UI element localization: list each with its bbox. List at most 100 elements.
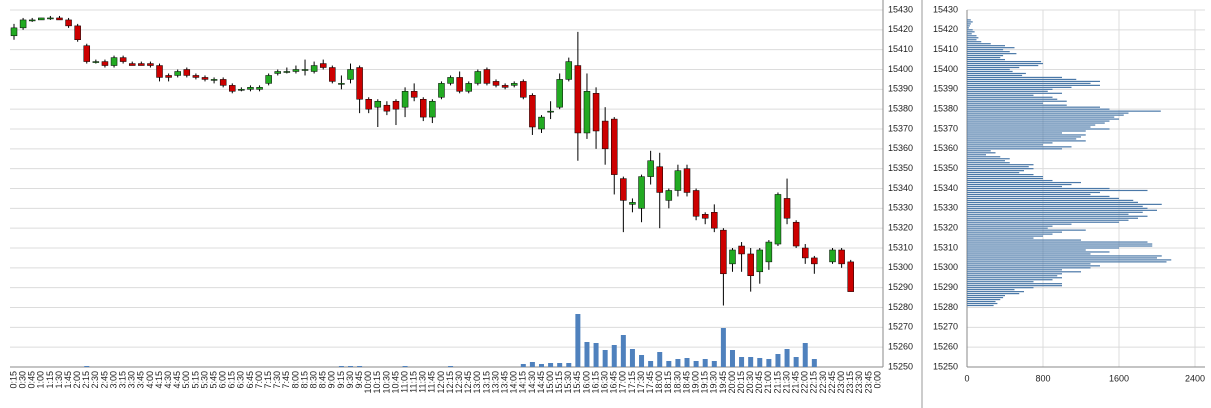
x-tick-label: 19:15 <box>700 371 710 394</box>
x-tick-label: 2:45 <box>99 371 109 389</box>
candle-body <box>229 85 236 92</box>
candle-body <box>756 249 764 273</box>
y-tick-label: 15380 <box>933 104 958 114</box>
profile-bar <box>967 287 1034 289</box>
profile-bar <box>967 94 1034 96</box>
profile-bar <box>967 162 1010 164</box>
candle-body <box>701 214 709 219</box>
profile-bar <box>967 118 1119 120</box>
candle-body <box>538 116 545 130</box>
x-tick-label: 11:15 <box>409 371 419 393</box>
x-tick-label: 5:30 <box>199 371 209 389</box>
y-tick-label: 15370 <box>933 123 958 133</box>
profile-bar <box>967 283 1062 285</box>
x-tick-label: 2:30 <box>90 371 100 389</box>
profile-bar <box>967 156 1001 158</box>
volume-bar <box>657 352 663 367</box>
profile-bar <box>967 29 973 31</box>
volume-bar <box>529 362 535 367</box>
profile-bar <box>967 21 973 23</box>
profile-bar <box>967 191 1100 194</box>
candle-body <box>319 63 327 68</box>
y-tick-label: 15300 <box>888 262 913 272</box>
y-tick-label: 15280 <box>888 302 913 312</box>
x-tick-label: 16:00 <box>581 371 591 394</box>
x-tick-label: 2:00 <box>72 371 82 389</box>
candle-body <box>301 69 309 71</box>
candle-body <box>792 221 800 247</box>
x-tick-label: 18:30 <box>672 371 682 394</box>
candle-body <box>520 81 527 98</box>
x-tick-label: 10:45 <box>390 371 400 394</box>
profile-bar <box>967 300 996 303</box>
x-tick-label: 16:15 <box>590 371 600 394</box>
volume-bar <box>666 361 672 367</box>
candle-body <box>811 257 818 265</box>
candle-body <box>247 87 254 90</box>
profile-bar <box>967 51 1010 53</box>
volume-bar <box>784 349 790 367</box>
volume-bar <box>648 361 654 367</box>
profile-bar <box>967 247 1119 249</box>
candle-body <box>765 241 773 263</box>
volume-bar <box>593 343 599 367</box>
x-tick-label: 9:45 <box>354 371 364 389</box>
volume-bar <box>793 357 799 367</box>
candle-body <box>583 91 591 134</box>
candle-body <box>74 25 81 40</box>
volume-bar <box>629 349 635 367</box>
y-tick-label: 15350 <box>888 163 913 173</box>
x-tick-label: 21:30 <box>781 371 791 394</box>
candle-body <box>565 61 573 80</box>
candle-body <box>611 118 618 175</box>
volume-bar <box>538 364 544 367</box>
volume-bar <box>575 314 581 367</box>
x-tick-label: 20:45 <box>754 371 764 394</box>
x-tick-label: 11:45 <box>427 371 437 393</box>
y-tick-label: 15360 <box>933 143 958 153</box>
profile-bar <box>967 142 1053 144</box>
volume-bar <box>693 361 699 367</box>
profile-bar <box>967 233 1053 235</box>
y-tick-label: 15330 <box>888 203 913 213</box>
profile-bar <box>967 76 1062 79</box>
profile-bar <box>967 281 1034 283</box>
y-tick-label: 15290 <box>888 282 913 292</box>
volume-bar <box>684 358 690 367</box>
y-tick-label: 15340 <box>933 183 958 193</box>
profile-bar <box>967 74 1023 77</box>
profile-bar <box>967 177 1043 180</box>
candle-body <box>829 249 836 263</box>
candle-body <box>329 67 336 82</box>
x-tick-label: 22:45 <box>827 371 837 394</box>
y-tick-label: 15270 <box>933 322 958 332</box>
x-tick-label: 1:00 <box>36 371 46 389</box>
volume-bar <box>702 359 708 367</box>
profile-bar <box>967 60 1042 63</box>
x-tick-label: 0:00 <box>872 371 882 389</box>
x-tick-label: 1600 <box>1109 373 1129 383</box>
profile-bar <box>967 291 1024 293</box>
profile-bar <box>967 298 1001 301</box>
candle-body <box>165 75 172 78</box>
candle-body <box>456 77 463 92</box>
candle-body <box>156 65 163 78</box>
volume-bar <box>348 366 354 367</box>
profile-bar <box>967 136 1081 138</box>
x-tick-label: 5:45 <box>208 371 218 389</box>
profile-bar <box>967 229 1086 231</box>
x-tick-label: 16:45 <box>609 371 619 394</box>
candle-body <box>210 79 218 81</box>
candle-body <box>529 95 536 128</box>
volume-bar <box>402 366 408 367</box>
profile-bar <box>967 130 1086 132</box>
candle-body <box>238 89 245 91</box>
x-tick-label: 4:00 <box>145 371 155 389</box>
x-tick-label: 13:30 <box>490 371 500 394</box>
profile-bar <box>967 82 1091 84</box>
x-tick-label: 21:15 <box>772 371 782 394</box>
x-tick-label: 3:30 <box>127 371 137 389</box>
candle-body <box>47 17 54 20</box>
x-tick-label: 3:00 <box>108 371 118 389</box>
